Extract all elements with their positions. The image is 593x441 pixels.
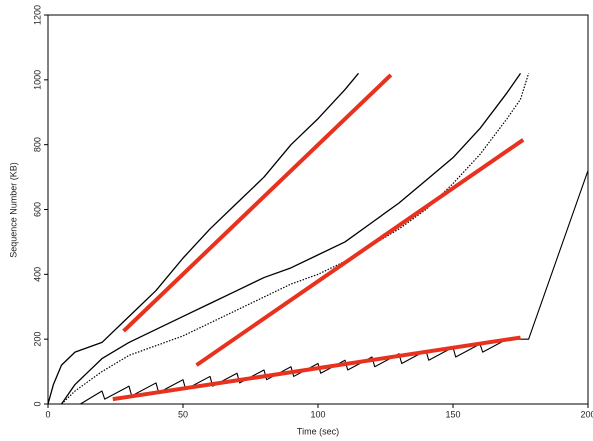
x-tick-label: 0 <box>45 409 50 419</box>
x-tick-label: 100 <box>310 409 325 419</box>
series-line <box>80 170 589 405</box>
series-line <box>195 138 525 367</box>
y-tick-label: 1000 <box>32 70 42 90</box>
y-axis-label: Sequence Number (KB) <box>8 162 18 258</box>
series-line <box>122 73 393 333</box>
y-tick-label: 1200 <box>32 5 42 25</box>
x-axis-label: Time (sec) <box>297 426 339 436</box>
y-tick-label: 0 <box>32 401 42 406</box>
x-tick-label: 50 <box>178 409 188 419</box>
x-tick-label: 150 <box>445 409 460 419</box>
series-line <box>47 72 359 405</box>
series-line <box>112 335 521 402</box>
series-line <box>61 73 530 405</box>
y-tick-label: 200 <box>32 332 42 347</box>
series-line <box>60 72 522 405</box>
plot-frame <box>47 14 589 405</box>
y-tick-label: 800 <box>32 137 42 152</box>
y-tick-label: 400 <box>32 267 42 282</box>
x-tick-label: 200 <box>580 409 593 419</box>
y-tick-label: 600 <box>32 202 42 217</box>
